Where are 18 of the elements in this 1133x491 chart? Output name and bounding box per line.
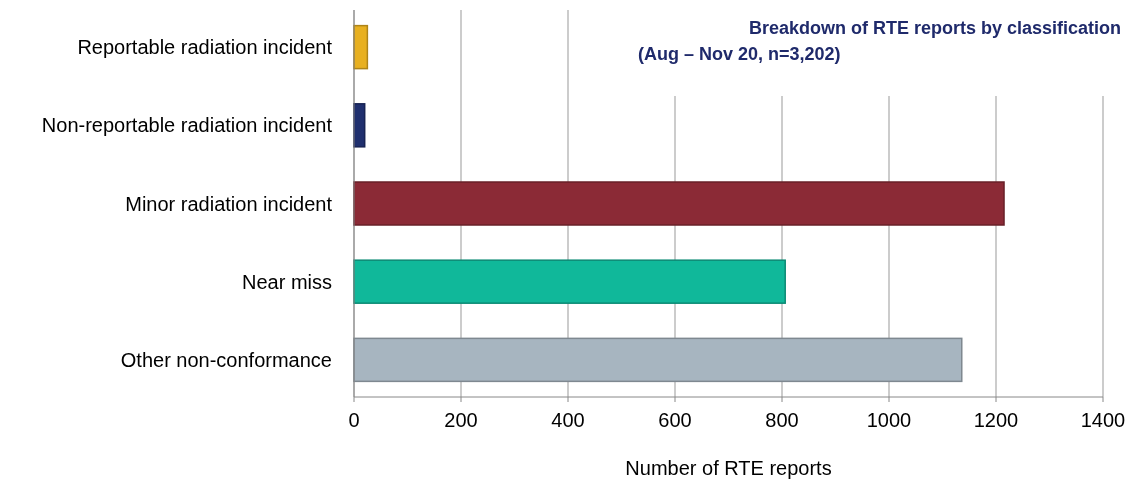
y-tick-label: Non-reportable radiation incident bbox=[41, 114, 333, 137]
y-tick-label: Minor radiation incident bbox=[125, 192, 333, 215]
x-tick-label: 800 bbox=[765, 409, 799, 431]
bar bbox=[353, 259, 786, 304]
chart-title: Breakdown of RTE reports by classification bbox=[748, 18, 1121, 38]
x-tick-label: 1000 bbox=[866, 409, 912, 431]
x-tick-label: 200 bbox=[444, 409, 478, 431]
x-tick-label: 1200 bbox=[973, 409, 1019, 431]
x-axis-title: Number of RTE reports bbox=[625, 457, 832, 479]
x-tick-label: 1400 bbox=[1080, 409, 1126, 431]
x-tick-label: 600 bbox=[658, 409, 692, 431]
y-tick-label: Near miss bbox=[241, 270, 332, 293]
y-tick-label: Reportable radiation incident bbox=[77, 36, 333, 59]
y-tick-label: Other non-conformance bbox=[120, 348, 332, 371]
text: (Aug – Nov 20, n=3,202) bbox=[638, 44, 841, 64]
x-tick-label: 400 bbox=[551, 409, 585, 431]
bar bbox=[353, 181, 1005, 226]
x-tick-label: 0 bbox=[348, 409, 360, 431]
